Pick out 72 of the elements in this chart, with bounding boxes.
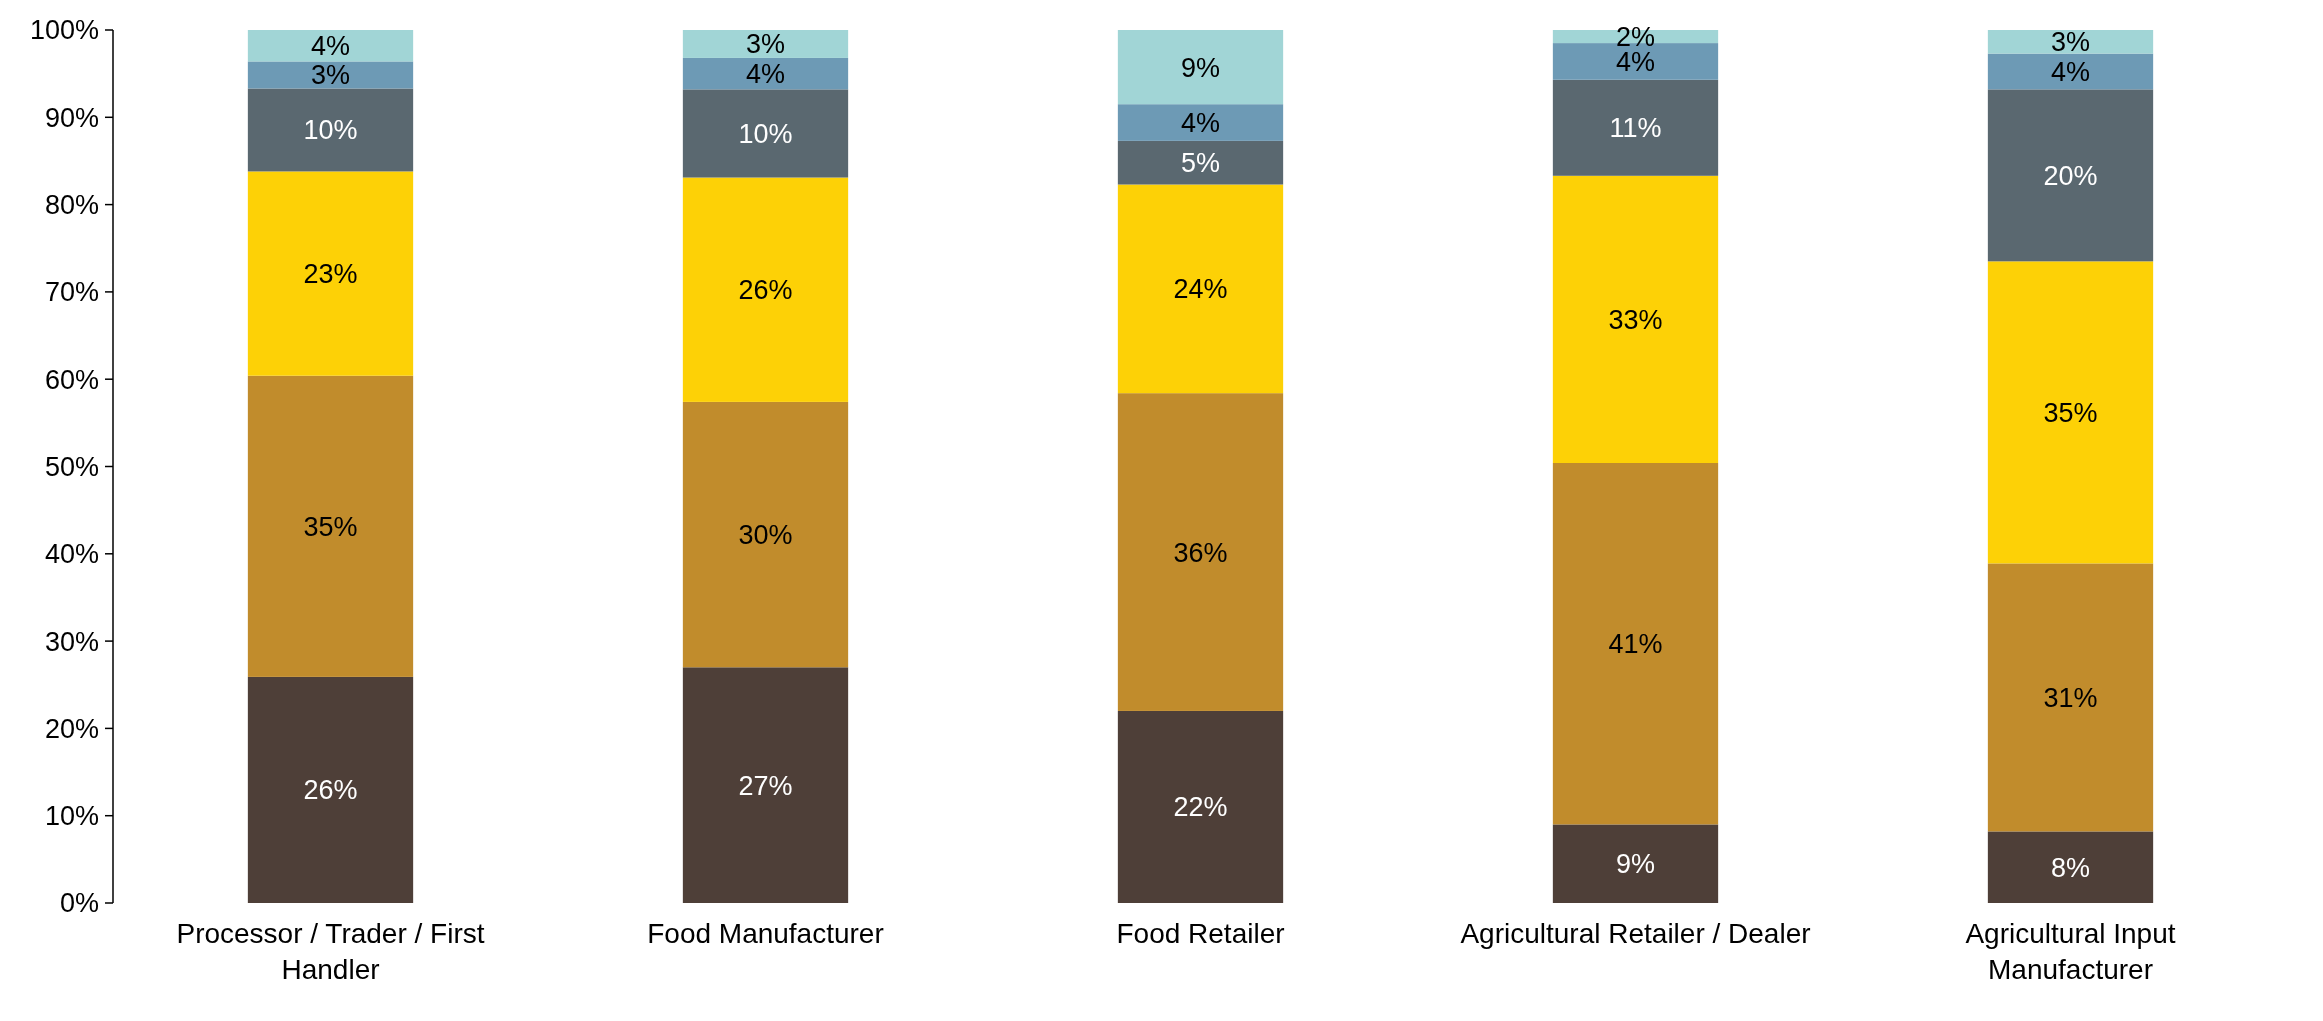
bar bbox=[1117, 104, 1284, 141]
bar bbox=[1117, 30, 1284, 105]
bar bbox=[1552, 175, 1719, 464]
data-label: 20% bbox=[2043, 160, 2098, 191]
data-label: 9% bbox=[1180, 52, 1221, 83]
bar bbox=[1987, 831, 2154, 903]
data-label: 8% bbox=[2050, 852, 2091, 883]
bar bbox=[1987, 30, 2154, 54]
x-tick-label: Food Manufacturer bbox=[647, 918, 884, 949]
bar bbox=[1117, 140, 1284, 185]
bar bbox=[1117, 710, 1284, 903]
bar bbox=[247, 30, 414, 62]
y-tick-label: 60% bbox=[44, 364, 99, 395]
data-label: 23% bbox=[303, 259, 358, 290]
bar bbox=[1552, 79, 1719, 176]
data-label: 10% bbox=[738, 118, 793, 149]
data-label: 30% bbox=[738, 520, 793, 551]
data-label: 4% bbox=[745, 59, 786, 90]
bar bbox=[1552, 824, 1719, 903]
data-label: 9% bbox=[1615, 849, 1656, 880]
data-label: 3% bbox=[2050, 27, 2091, 58]
data-label: 41% bbox=[1608, 629, 1663, 660]
y-tick-label: 0% bbox=[59, 888, 99, 919]
data-label: 3% bbox=[310, 60, 351, 91]
bar bbox=[1552, 463, 1719, 825]
bar bbox=[682, 30, 849, 58]
bar bbox=[682, 401, 849, 668]
bar bbox=[1117, 184, 1284, 394]
bar bbox=[682, 89, 849, 178]
x-tick-label: Food Retailer bbox=[1116, 918, 1285, 949]
y-tick-label: 40% bbox=[44, 539, 99, 570]
data-label: 24% bbox=[1173, 274, 1228, 305]
data-label: 4% bbox=[310, 31, 351, 62]
bar bbox=[247, 88, 414, 172]
data-label: 22% bbox=[1173, 792, 1228, 823]
bar bbox=[1987, 89, 2154, 262]
bar bbox=[247, 171, 414, 376]
data-label: 35% bbox=[2043, 397, 2098, 428]
x-tick-label: Agricultural Input Manufacturer bbox=[1965, 918, 2176, 985]
data-label: 33% bbox=[1608, 304, 1663, 335]
y-tick-label: 70% bbox=[44, 277, 99, 308]
data-label: 26% bbox=[738, 275, 793, 306]
bar bbox=[1117, 393, 1284, 711]
y-tick-label: 10% bbox=[44, 801, 99, 832]
bar bbox=[247, 375, 414, 677]
data-label: 26% bbox=[303, 775, 358, 806]
bar bbox=[1987, 563, 2154, 832]
data-label: 27% bbox=[738, 770, 793, 801]
data-label: 4% bbox=[1180, 107, 1221, 138]
y-tick-label: 90% bbox=[44, 102, 99, 133]
y-tick-label: 100% bbox=[29, 15, 99, 46]
y-tick-label: 80% bbox=[44, 190, 99, 221]
bar bbox=[1987, 53, 2154, 90]
bar bbox=[1987, 261, 2154, 564]
data-label: 36% bbox=[1173, 537, 1228, 568]
data-label: 31% bbox=[2043, 682, 2098, 713]
data-label: 11% bbox=[1609, 113, 1662, 144]
y-tick-label: 30% bbox=[44, 626, 99, 657]
bar bbox=[682, 667, 849, 903]
x-tick-label: Processor / Trader / First Handler bbox=[176, 918, 485, 985]
data-label: 5% bbox=[1180, 148, 1221, 179]
bar bbox=[682, 177, 849, 402]
y-tick-label: 50% bbox=[44, 451, 99, 482]
bar bbox=[682, 57, 849, 90]
data-label: 3% bbox=[745, 29, 786, 60]
data-label: 35% bbox=[303, 511, 358, 542]
bar bbox=[247, 676, 414, 903]
y-tick-label: 20% bbox=[44, 713, 99, 744]
bar bbox=[247, 61, 414, 89]
data-label: 4% bbox=[2050, 56, 2091, 87]
x-tick-label: Agricultural Retailer / Dealer bbox=[1460, 918, 1811, 949]
data-label: 10% bbox=[303, 115, 358, 146]
